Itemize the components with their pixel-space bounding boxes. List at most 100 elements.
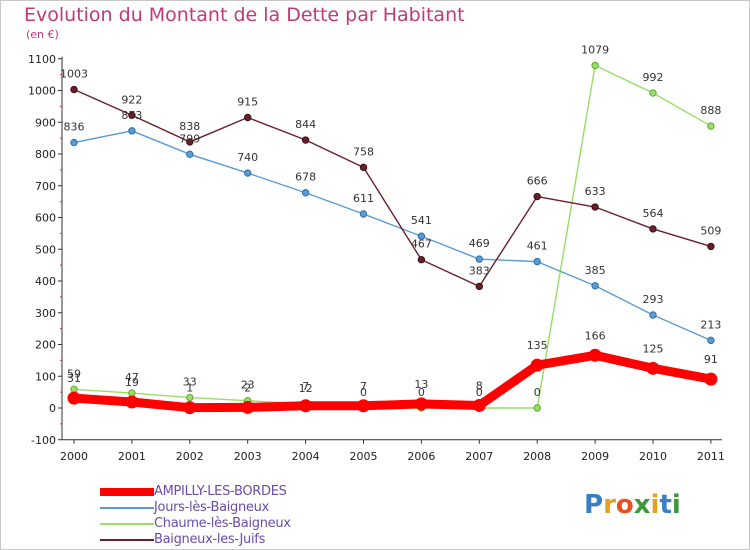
data-point [533, 192, 541, 201]
data-point [70, 138, 78, 147]
data-label: 836 [64, 121, 85, 134]
data-point [241, 400, 255, 414]
data-label: 383 [469, 264, 490, 277]
y-tick-label: 600 [35, 212, 56, 225]
data-point [533, 257, 541, 266]
data-point [475, 282, 483, 291]
x-tick-label: 2009 [581, 450, 609, 463]
x-tick-label: 2008 [523, 450, 551, 463]
series-line-1 [73, 130, 712, 342]
chart-title: Evolution du Montant de la Dette par Hab… [24, 4, 465, 26]
data-point [707, 242, 715, 251]
data-label: 633 [585, 185, 606, 198]
data-label: 838 [179, 120, 200, 133]
x-tick-label: 2010 [639, 450, 667, 463]
data-label: 1 [186, 382, 193, 395]
legend-label: AMPILLY-LES-BORDES [154, 484, 287, 499]
x-tick-label: 2004 [292, 450, 320, 463]
data-point [128, 127, 136, 135]
data-point [707, 122, 715, 130]
data-label: 611 [353, 192, 374, 205]
data-point [588, 348, 602, 362]
y-tick-label: 800 [35, 148, 56, 161]
legend-label: Chaume-lès-Baigneux [154, 516, 291, 531]
data-label: 992 [643, 71, 664, 84]
legend-label: Baigneux-les-Juifs [154, 532, 266, 547]
data-label: 1079 [581, 43, 609, 56]
logo-letter: i [650, 490, 660, 520]
data-point [475, 255, 483, 263]
y-tick-label: 300 [35, 307, 56, 320]
data-point [186, 393, 194, 402]
y-tick-label: 1100 [28, 53, 56, 66]
x-tick-label: 2007 [465, 450, 493, 463]
x-tick-label: 2000 [60, 450, 88, 463]
data-label: 13 [414, 378, 428, 391]
data-point [183, 401, 197, 415]
data-label: 0 [476, 386, 483, 399]
data-point [417, 256, 426, 264]
line-chart: -100010020030040050060070080090010001100… [28, 43, 725, 463]
data-label: 0 [360, 386, 367, 399]
y-tick-label: 1000 [28, 85, 56, 98]
data-label: 12 [299, 382, 313, 395]
y-tick-label: 0 [49, 402, 56, 415]
data-label: 8 [476, 379, 483, 392]
data-point [417, 232, 426, 240]
data-label: 666 [527, 175, 548, 188]
data-point [70, 85, 78, 94]
data-label: 385 [585, 264, 606, 277]
data-point [70, 385, 78, 393]
x-tick-label: 2006 [407, 450, 435, 463]
y-tick-label: 400 [35, 275, 56, 288]
data-label: 915 [237, 95, 258, 108]
data-point [646, 361, 660, 375]
legend-swatch [100, 507, 154, 509]
logo-letter: o [615, 490, 634, 520]
data-point [244, 113, 252, 122]
data-point [591, 203, 599, 211]
x-tick-label: 2005 [350, 450, 378, 463]
proxiti-logo: Proxiti [584, 490, 681, 520]
legend-label: Jours-lès-Baigneux [154, 500, 269, 515]
data-point [301, 189, 310, 197]
data-point [649, 311, 657, 319]
data-point [128, 389, 136, 397]
data-label: 678 [295, 171, 316, 184]
data-point [186, 138, 194, 146]
data-label: 740 [237, 151, 258, 164]
data-point [186, 150, 194, 159]
data-point [414, 397, 428, 411]
data-label: 844 [295, 118, 316, 131]
data-label: 564 [643, 207, 664, 220]
data-label: 125 [643, 342, 664, 355]
data-label: 467 [411, 238, 432, 251]
y-tick-label: 500 [35, 243, 56, 256]
y-tick-label: 700 [35, 180, 56, 193]
data-point [704, 372, 718, 386]
data-label: 166 [585, 329, 606, 342]
legend-swatch [100, 488, 154, 496]
data-label: 0 [418, 386, 425, 399]
data-label: 922 [121, 93, 142, 106]
data-label: 31 [67, 372, 81, 385]
x-tick-label: 2003 [234, 450, 262, 463]
chart-subtitle: (en €) [26, 28, 59, 41]
data-label: 541 [411, 214, 432, 227]
data-point [472, 398, 486, 412]
y-tick-label: 200 [35, 339, 56, 352]
data-point [649, 89, 657, 97]
data-point [591, 282, 599, 290]
data-label: 19 [125, 376, 139, 389]
data-point [67, 391, 81, 405]
x-tick-label: 2002 [176, 450, 204, 463]
data-point [357, 399, 370, 413]
data-point [533, 404, 541, 412]
data-point [359, 210, 368, 218]
data-label: 461 [527, 240, 548, 253]
data-point [530, 358, 544, 372]
data-label: 23 [241, 379, 255, 392]
data-label: 59 [67, 367, 81, 380]
data-label: 7 [360, 380, 367, 393]
